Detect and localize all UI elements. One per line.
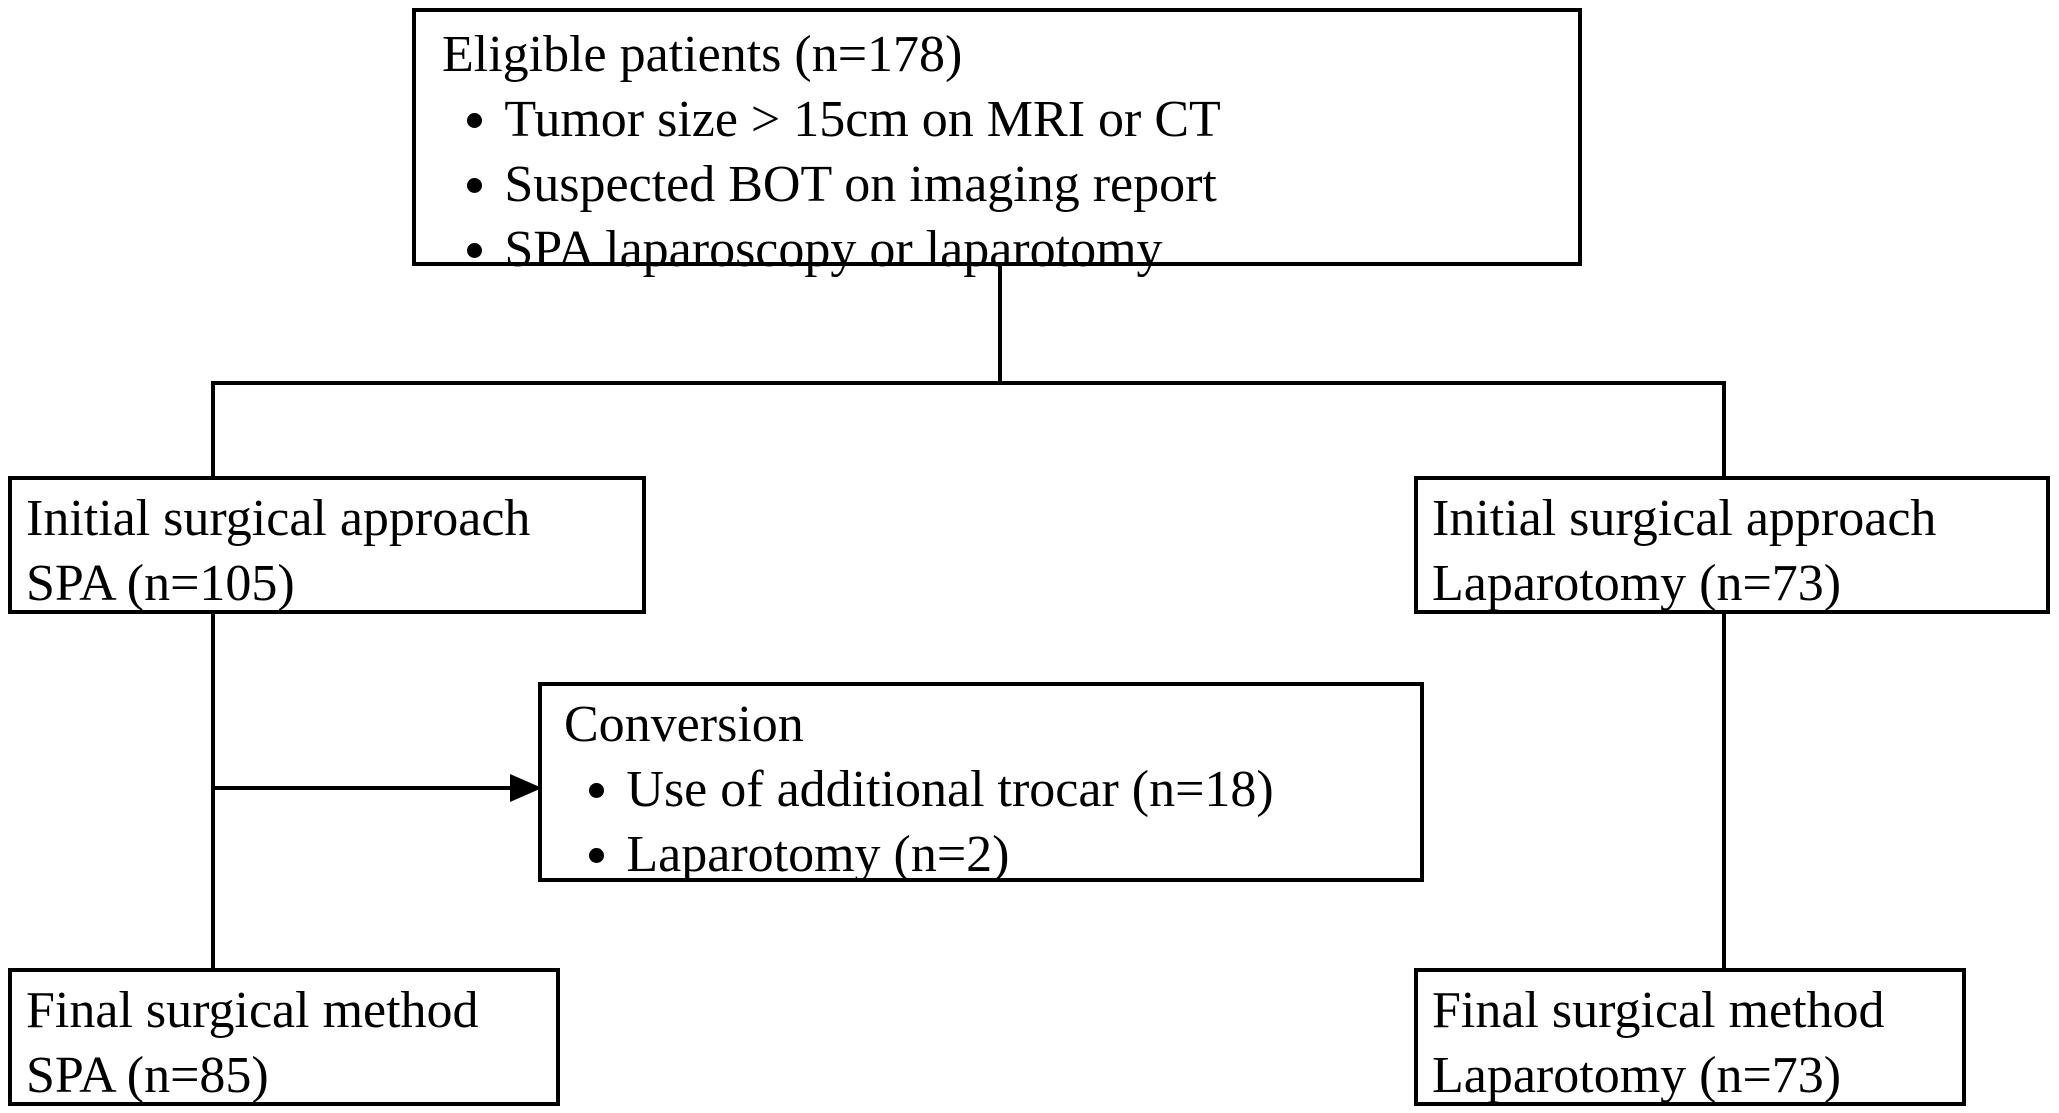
node-initial-spa-line2: SPA (n=105)	[26, 551, 628, 616]
node-eligible-patients: Eligible patients (n=178) Tumor size > 1…	[412, 8, 1582, 266]
node-eligible-bullet-0: Tumor size > 15cm on MRI or CT	[504, 87, 1556, 152]
node-conversion-bullets: Use of additional trocar (n=18) Laparoto…	[564, 757, 1402, 887]
node-final-spa: Final surgical method SPA (n=85)	[8, 968, 560, 1106]
node-initial-spa: Initial surgical approach SPA (n=105)	[8, 476, 646, 614]
node-initial-spa-title: Initial surgical approach	[26, 486, 628, 551]
node-eligible-bullets: Tumor size > 15cm on MRI or CT Suspected…	[442, 87, 1556, 282]
node-initial-lap-title: Initial surgical approach	[1432, 486, 2032, 551]
node-final-spa-line2: SPA (n=85)	[26, 1043, 542, 1108]
node-final-lap-title: Final surgical method	[1432, 978, 1948, 1043]
node-final-lap-line2: Laparotomy (n=73)	[1432, 1043, 1948, 1108]
node-conversion: Conversion Use of additional trocar (n=1…	[538, 682, 1424, 882]
node-conversion-bullet-0: Use of additional trocar (n=18)	[626, 757, 1402, 822]
node-initial-laparotomy: Initial surgical approach Laparotomy (n=…	[1414, 476, 2050, 614]
node-final-laparotomy: Final surgical method Laparotomy (n=73)	[1414, 968, 1966, 1106]
node-conversion-bullet-1: Laparotomy (n=2)	[626, 822, 1402, 887]
node-eligible-bullet-1: Suspected BOT on imaging report	[504, 152, 1556, 217]
node-conversion-title: Conversion	[564, 692, 1402, 757]
node-initial-lap-line2: Laparotomy (n=73)	[1432, 551, 2032, 616]
node-final-spa-title: Final surgical method	[26, 978, 542, 1043]
flowchart-canvas: Eligible patients (n=178) Tumor size > 1…	[0, 0, 2059, 1113]
node-eligible-title: Eligible patients (n=178)	[442, 22, 1556, 87]
node-eligible-bullet-2: SPA laparoscopy or laparotomy	[504, 217, 1556, 282]
